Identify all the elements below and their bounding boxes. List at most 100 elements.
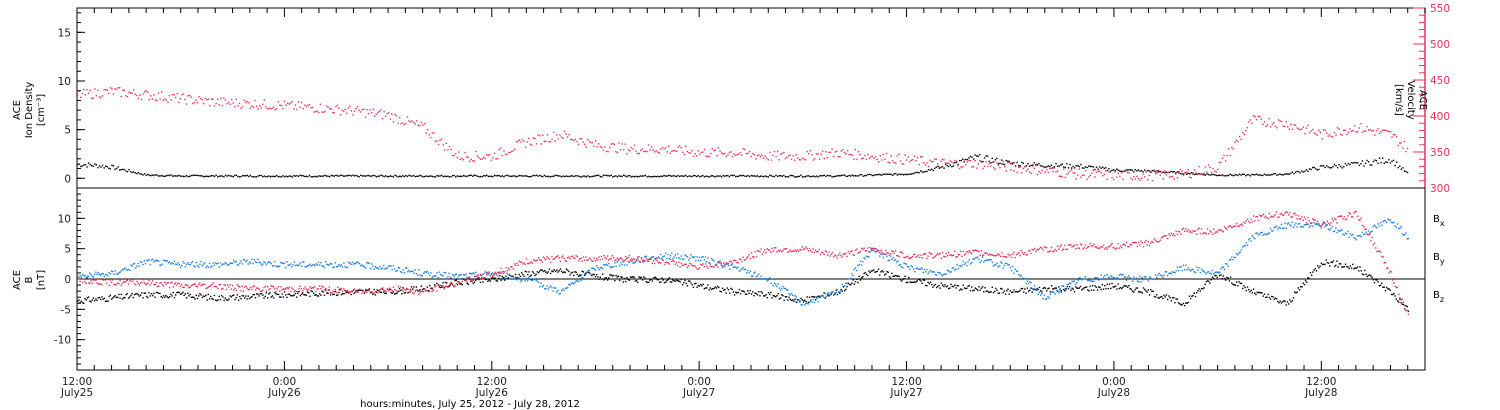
- data-point: [706, 175, 709, 178]
- data-point: [487, 273, 489, 275]
- data-point: [839, 155, 841, 158]
- data-point: [980, 249, 983, 252]
- data-point: [1028, 171, 1031, 173]
- data-point: [1246, 218, 1249, 220]
- data-point: [1019, 166, 1021, 168]
- data-point: [976, 167, 978, 169]
- data-point: [1203, 172, 1205, 174]
- data-point: [868, 270, 870, 272]
- data-point: [269, 287, 271, 290]
- velocity-series: [77, 86, 1409, 182]
- data-point: [123, 89, 126, 92]
- data-point: [817, 153, 819, 155]
- data-point: [990, 162, 992, 164]
- data-point: [576, 256, 579, 258]
- data-point: [997, 253, 1000, 255]
- data-point: [237, 175, 239, 178]
- data-point: [1152, 241, 1154, 244]
- data-point: [129, 280, 131, 282]
- data-point: [297, 292, 299, 295]
- data-point: [433, 286, 436, 288]
- data-point: [1232, 283, 1234, 286]
- data-point: [459, 175, 462, 178]
- data-point: [902, 174, 905, 176]
- data-point: [856, 248, 858, 250]
- data-point: [759, 277, 761, 280]
- data-point: [174, 263, 177, 265]
- data-point: [580, 274, 582, 276]
- data-point: [893, 161, 895, 164]
- top-y2-tick-label: 500: [1430, 39, 1450, 51]
- data-point: [1350, 234, 1353, 237]
- data-point: [1315, 133, 1317, 135]
- data-point: [464, 151, 466, 154]
- data-point: [1106, 283, 1108, 286]
- data-point: [1016, 171, 1018, 174]
- data-point: [1148, 294, 1151, 296]
- data-point: [730, 174, 732, 176]
- data-point: [1000, 163, 1003, 165]
- data-point: [339, 265, 341, 267]
- data-point: [732, 291, 735, 293]
- data-point: [1064, 244, 1066, 247]
- data-point: [1105, 287, 1107, 290]
- data-point: [378, 175, 381, 177]
- data-point: [131, 293, 133, 295]
- data-point: [938, 167, 941, 169]
- data-point: [714, 176, 717, 178]
- data-point: [1083, 247, 1085, 249]
- data-point: [461, 280, 464, 283]
- data-point: [571, 271, 574, 274]
- data-point: [405, 122, 407, 125]
- data-point: [771, 247, 773, 250]
- data-point: [1093, 280, 1095, 282]
- data-point: [308, 104, 311, 106]
- data-point: [989, 259, 991, 261]
- data-point: [517, 278, 519, 280]
- data-point: [159, 175, 161, 177]
- data-point: [532, 174, 535, 177]
- data-point: [963, 254, 966, 256]
- data-point: [1202, 288, 1204, 290]
- data-point: [1189, 297, 1192, 300]
- data-point: [1402, 167, 1404, 169]
- data-point: [894, 250, 897, 252]
- data-point: [334, 262, 337, 264]
- data-point: [345, 290, 347, 292]
- data-point: [580, 176, 583, 178]
- data-point: [438, 271, 441, 273]
- data-point: [1324, 129, 1326, 132]
- data-point: [772, 175, 774, 178]
- data-point: [172, 291, 174, 294]
- data-point: [102, 273, 104, 275]
- data-point: [464, 279, 466, 281]
- data-point: [996, 262, 998, 264]
- data-point: [1072, 288, 1075, 290]
- data-point: [346, 289, 349, 292]
- data-point: [542, 176, 544, 178]
- data-point: [1240, 249, 1243, 251]
- data-point: [663, 174, 665, 177]
- data-point: [158, 292, 160, 294]
- data-point: [404, 267, 407, 269]
- data-point: [1137, 241, 1140, 244]
- data-point: [520, 279, 523, 282]
- data-point: [921, 282, 923, 284]
- data-point: [620, 261, 622, 264]
- data-point: [874, 247, 876, 250]
- data-point: [764, 249, 766, 251]
- data-point: [92, 165, 94, 167]
- data-point: [228, 298, 230, 300]
- data-point: [87, 92, 90, 94]
- data-point: [1279, 173, 1281, 175]
- data-point: [806, 302, 808, 304]
- data-point: [627, 148, 630, 151]
- data-point: [1128, 275, 1130, 277]
- data-point: [1180, 233, 1182, 235]
- data-point: [622, 261, 624, 263]
- data-point: [1223, 174, 1225, 177]
- data-point: [949, 287, 951, 289]
- data-point: [1289, 299, 1291, 301]
- data-point: [207, 286, 210, 288]
- data-point: [1277, 300, 1279, 303]
